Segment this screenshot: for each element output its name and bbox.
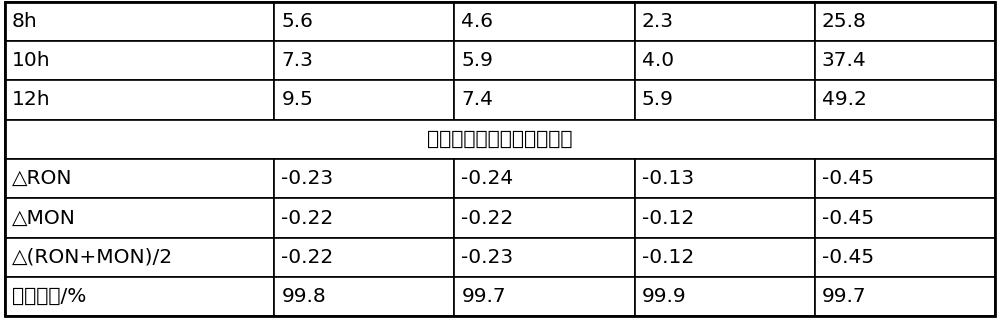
Bar <box>5 120 995 159</box>
Bar <box>5 198 274 238</box>
Text: -0.45: -0.45 <box>822 209 874 227</box>
Bar <box>635 80 815 120</box>
Bar <box>5 80 274 120</box>
Text: 12h: 12h <box>12 91 51 109</box>
Bar <box>5 159 274 198</box>
Text: -0.22: -0.22 <box>281 209 334 227</box>
Bar <box>815 2 995 41</box>
Text: -0.12: -0.12 <box>642 248 694 267</box>
Bar <box>454 238 635 277</box>
Text: -0.22: -0.22 <box>461 209 514 227</box>
Text: 99.7: 99.7 <box>822 287 866 306</box>
Text: 7.3: 7.3 <box>281 51 313 70</box>
Text: 49.2: 49.2 <box>822 91 867 109</box>
Bar <box>454 2 635 41</box>
Bar <box>274 238 454 277</box>
Bar <box>635 159 815 198</box>
Bar <box>815 277 995 316</box>
Text: 5.9: 5.9 <box>461 51 493 70</box>
Text: -0.13: -0.13 <box>642 169 694 188</box>
Bar <box>454 277 635 316</box>
Bar <box>815 41 995 80</box>
Text: △RON: △RON <box>12 169 72 188</box>
Bar <box>454 159 635 198</box>
Text: -0.45: -0.45 <box>822 169 874 188</box>
Bar <box>274 2 454 41</box>
Text: 2.3: 2.3 <box>642 12 674 31</box>
Bar <box>815 159 995 198</box>
Bar <box>635 41 815 80</box>
Text: 7.4: 7.4 <box>461 91 493 109</box>
Text: 99.8: 99.8 <box>281 287 326 306</box>
Bar <box>274 159 454 198</box>
Text: 37.4: 37.4 <box>822 51 867 70</box>
Text: 99.7: 99.7 <box>461 287 506 306</box>
Text: 5.9: 5.9 <box>642 91 674 109</box>
Bar <box>274 41 454 80</box>
Bar <box>5 277 274 316</box>
Bar <box>274 198 454 238</box>
Text: 5.6: 5.6 <box>281 12 313 31</box>
Bar <box>5 2 274 41</box>
Bar <box>274 277 454 316</box>
Bar <box>815 238 995 277</box>
Text: 99.9: 99.9 <box>642 287 686 306</box>
Bar <box>454 41 635 80</box>
Bar <box>815 80 995 120</box>
Bar <box>5 238 274 277</box>
Bar <box>635 2 815 41</box>
Text: 混合产物的平均汽油辛烷値: 混合产物的平均汽油辛烷値 <box>427 130 573 149</box>
Bar <box>454 80 635 120</box>
Bar <box>454 198 635 238</box>
Text: 8h: 8h <box>12 12 38 31</box>
Text: △MON: △MON <box>12 209 76 227</box>
Bar <box>635 238 815 277</box>
Text: 10h: 10h <box>12 51 51 70</box>
Text: -0.45: -0.45 <box>822 248 874 267</box>
Bar <box>274 80 454 120</box>
Bar <box>635 277 815 316</box>
Text: 4.0: 4.0 <box>642 51 674 70</box>
Text: 9.5: 9.5 <box>281 91 313 109</box>
Text: -0.23: -0.23 <box>281 169 333 188</box>
Bar <box>635 198 815 238</box>
Text: 4.6: 4.6 <box>461 12 493 31</box>
Text: -0.22: -0.22 <box>281 248 334 267</box>
Bar <box>815 198 995 238</box>
Text: -0.23: -0.23 <box>461 248 514 267</box>
Text: -0.24: -0.24 <box>461 169 514 188</box>
Text: 25.8: 25.8 <box>822 12 867 31</box>
Text: △(RON+MON)/2: △(RON+MON)/2 <box>12 248 173 267</box>
Bar <box>5 41 274 80</box>
Text: -0.12: -0.12 <box>642 209 694 227</box>
Text: 汽油收率/%: 汽油收率/% <box>12 287 86 306</box>
